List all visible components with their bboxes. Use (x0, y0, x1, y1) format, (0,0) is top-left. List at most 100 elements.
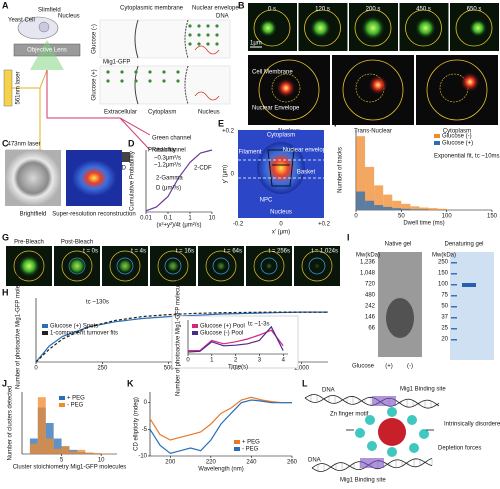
legend-swatch (59, 403, 65, 407)
mig1-dot (215, 24, 219, 28)
x-axis-label: Time(s) (228, 365, 248, 371)
mig1-blob (368, 75, 388, 95)
brightfield-image (5, 150, 61, 206)
envelope-outline (212, 257, 230, 275)
x-tick-label: 250 (97, 366, 108, 372)
time-label: 450 s (416, 7, 431, 13)
panel-label: K (127, 378, 134, 388)
data-line (149, 399, 292, 454)
time-label: t = 4s (131, 249, 146, 255)
bar (410, 209, 420, 210)
time-label: t = 1,024s (311, 249, 338, 255)
x-tick-label: 750 (230, 366, 241, 372)
legend-label: 1-component turnover fits (50, 331, 118, 337)
mw-label: Mw(kDa) (356, 253, 380, 259)
disordered-core (378, 418, 406, 446)
y-tick-label: 0 (144, 400, 148, 406)
legend-swatch (434, 141, 440, 145)
mig1-protein (367, 441, 377, 451)
location-label: Trans-Nuclear (354, 129, 392, 135)
region-label: Nucleus (270, 210, 292, 216)
x-tick-label: 5 (60, 458, 64, 464)
x-tick-label: 0 (34, 366, 38, 372)
x-tick-label: 500 (164, 366, 175, 372)
cell-outline (354, 9, 392, 47)
envelope (184, 65, 189, 105)
x-tick-label: 1 (210, 358, 214, 364)
depletion-label: Depletion forces (438, 446, 481, 452)
ladder-band (451, 317, 457, 319)
y-axis-label: Cumulative Probability (130, 151, 136, 211)
cell-outline (61, 250, 93, 282)
green-channel: Green channel (152, 136, 191, 142)
panel-label: C (2, 138, 9, 148)
compartment-row (99, 19, 231, 59)
annotation: tc ~1-3s (248, 322, 270, 328)
post-bleach: Post-Bleach (61, 240, 93, 246)
cell-outline (426, 59, 488, 121)
ladder-label: 75 (441, 293, 448, 299)
cell-outline (253, 9, 291, 47)
legend-label: Glucose (-) Pool (200, 331, 243, 337)
time-label: t = 256s (268, 249, 290, 255)
legend-label: + PEG (67, 396, 85, 402)
mig1-blob (276, 78, 296, 98)
ladder-label: 1,048 (360, 271, 376, 277)
ladder-band (451, 295, 457, 297)
y-axis-label: Number of tracks (338, 147, 344, 193)
panel-label: D (128, 138, 135, 148)
bar (392, 200, 402, 210)
cell-outline (205, 250, 237, 282)
cell-outline (301, 250, 333, 282)
legend-label: - PEG (242, 447, 259, 453)
beam-path (12, 69, 48, 150)
cell-outline (13, 250, 45, 282)
x-label: x' (μm) (272, 230, 290, 236)
bar (356, 136, 366, 210)
bar (45, 438, 54, 454)
bar (356, 191, 366, 210)
y-label: y' (μm) (223, 165, 229, 183)
ladder-label: 1,236 (360, 260, 376, 266)
ladder-label: 150 (438, 271, 449, 277)
panel-label: G (2, 232, 9, 242)
cell-outline (253, 250, 285, 282)
data-line (35, 311, 328, 363)
native-title: Native gel (385, 242, 412, 248)
x-tick-label: 1 (188, 216, 192, 222)
envelope-outline (308, 257, 326, 275)
panel-label: A (2, 0, 9, 10)
x-tick-label: 150 (487, 214, 498, 220)
bar (392, 208, 402, 210)
legend-swatch (192, 324, 198, 328)
bar (365, 200, 375, 210)
nucleus-blob (259, 19, 277, 37)
binding-label: Mig1 Binding site (340, 478, 386, 484)
annotation: Probability (148, 148, 176, 154)
dna-label: DNA (308, 458, 321, 464)
ladder-band (451, 306, 457, 308)
x-tick-label: 4 (282, 358, 286, 364)
x-tick-label: 1,000 (294, 366, 310, 372)
bar (428, 208, 438, 210)
legend-swatch (234, 440, 240, 444)
x-tick-label: 240 (246, 460, 257, 466)
data-line (149, 396, 292, 441)
panel-label: I (347, 232, 350, 242)
annotation: tc ~130s (86, 300, 109, 306)
mig1-dot (120, 79, 124, 83)
lane-label: (+) (385, 364, 393, 370)
bar (101, 453, 110, 454)
ladder-band (451, 339, 457, 341)
location-label: Cytoplasm (443, 129, 471, 135)
x-tick-label: 3 (258, 358, 262, 364)
x-axis-label: Wavelength (nm) (198, 467, 243, 473)
legend-label: Glucose (+) Pool (200, 324, 245, 330)
annotation: 2-CDF (194, 166, 212, 172)
membrane (134, 19, 139, 59)
beam (30, 40, 64, 70)
time-label: t = 16s (176, 249, 194, 255)
bar (374, 205, 384, 210)
mig1-dot (215, 42, 219, 46)
